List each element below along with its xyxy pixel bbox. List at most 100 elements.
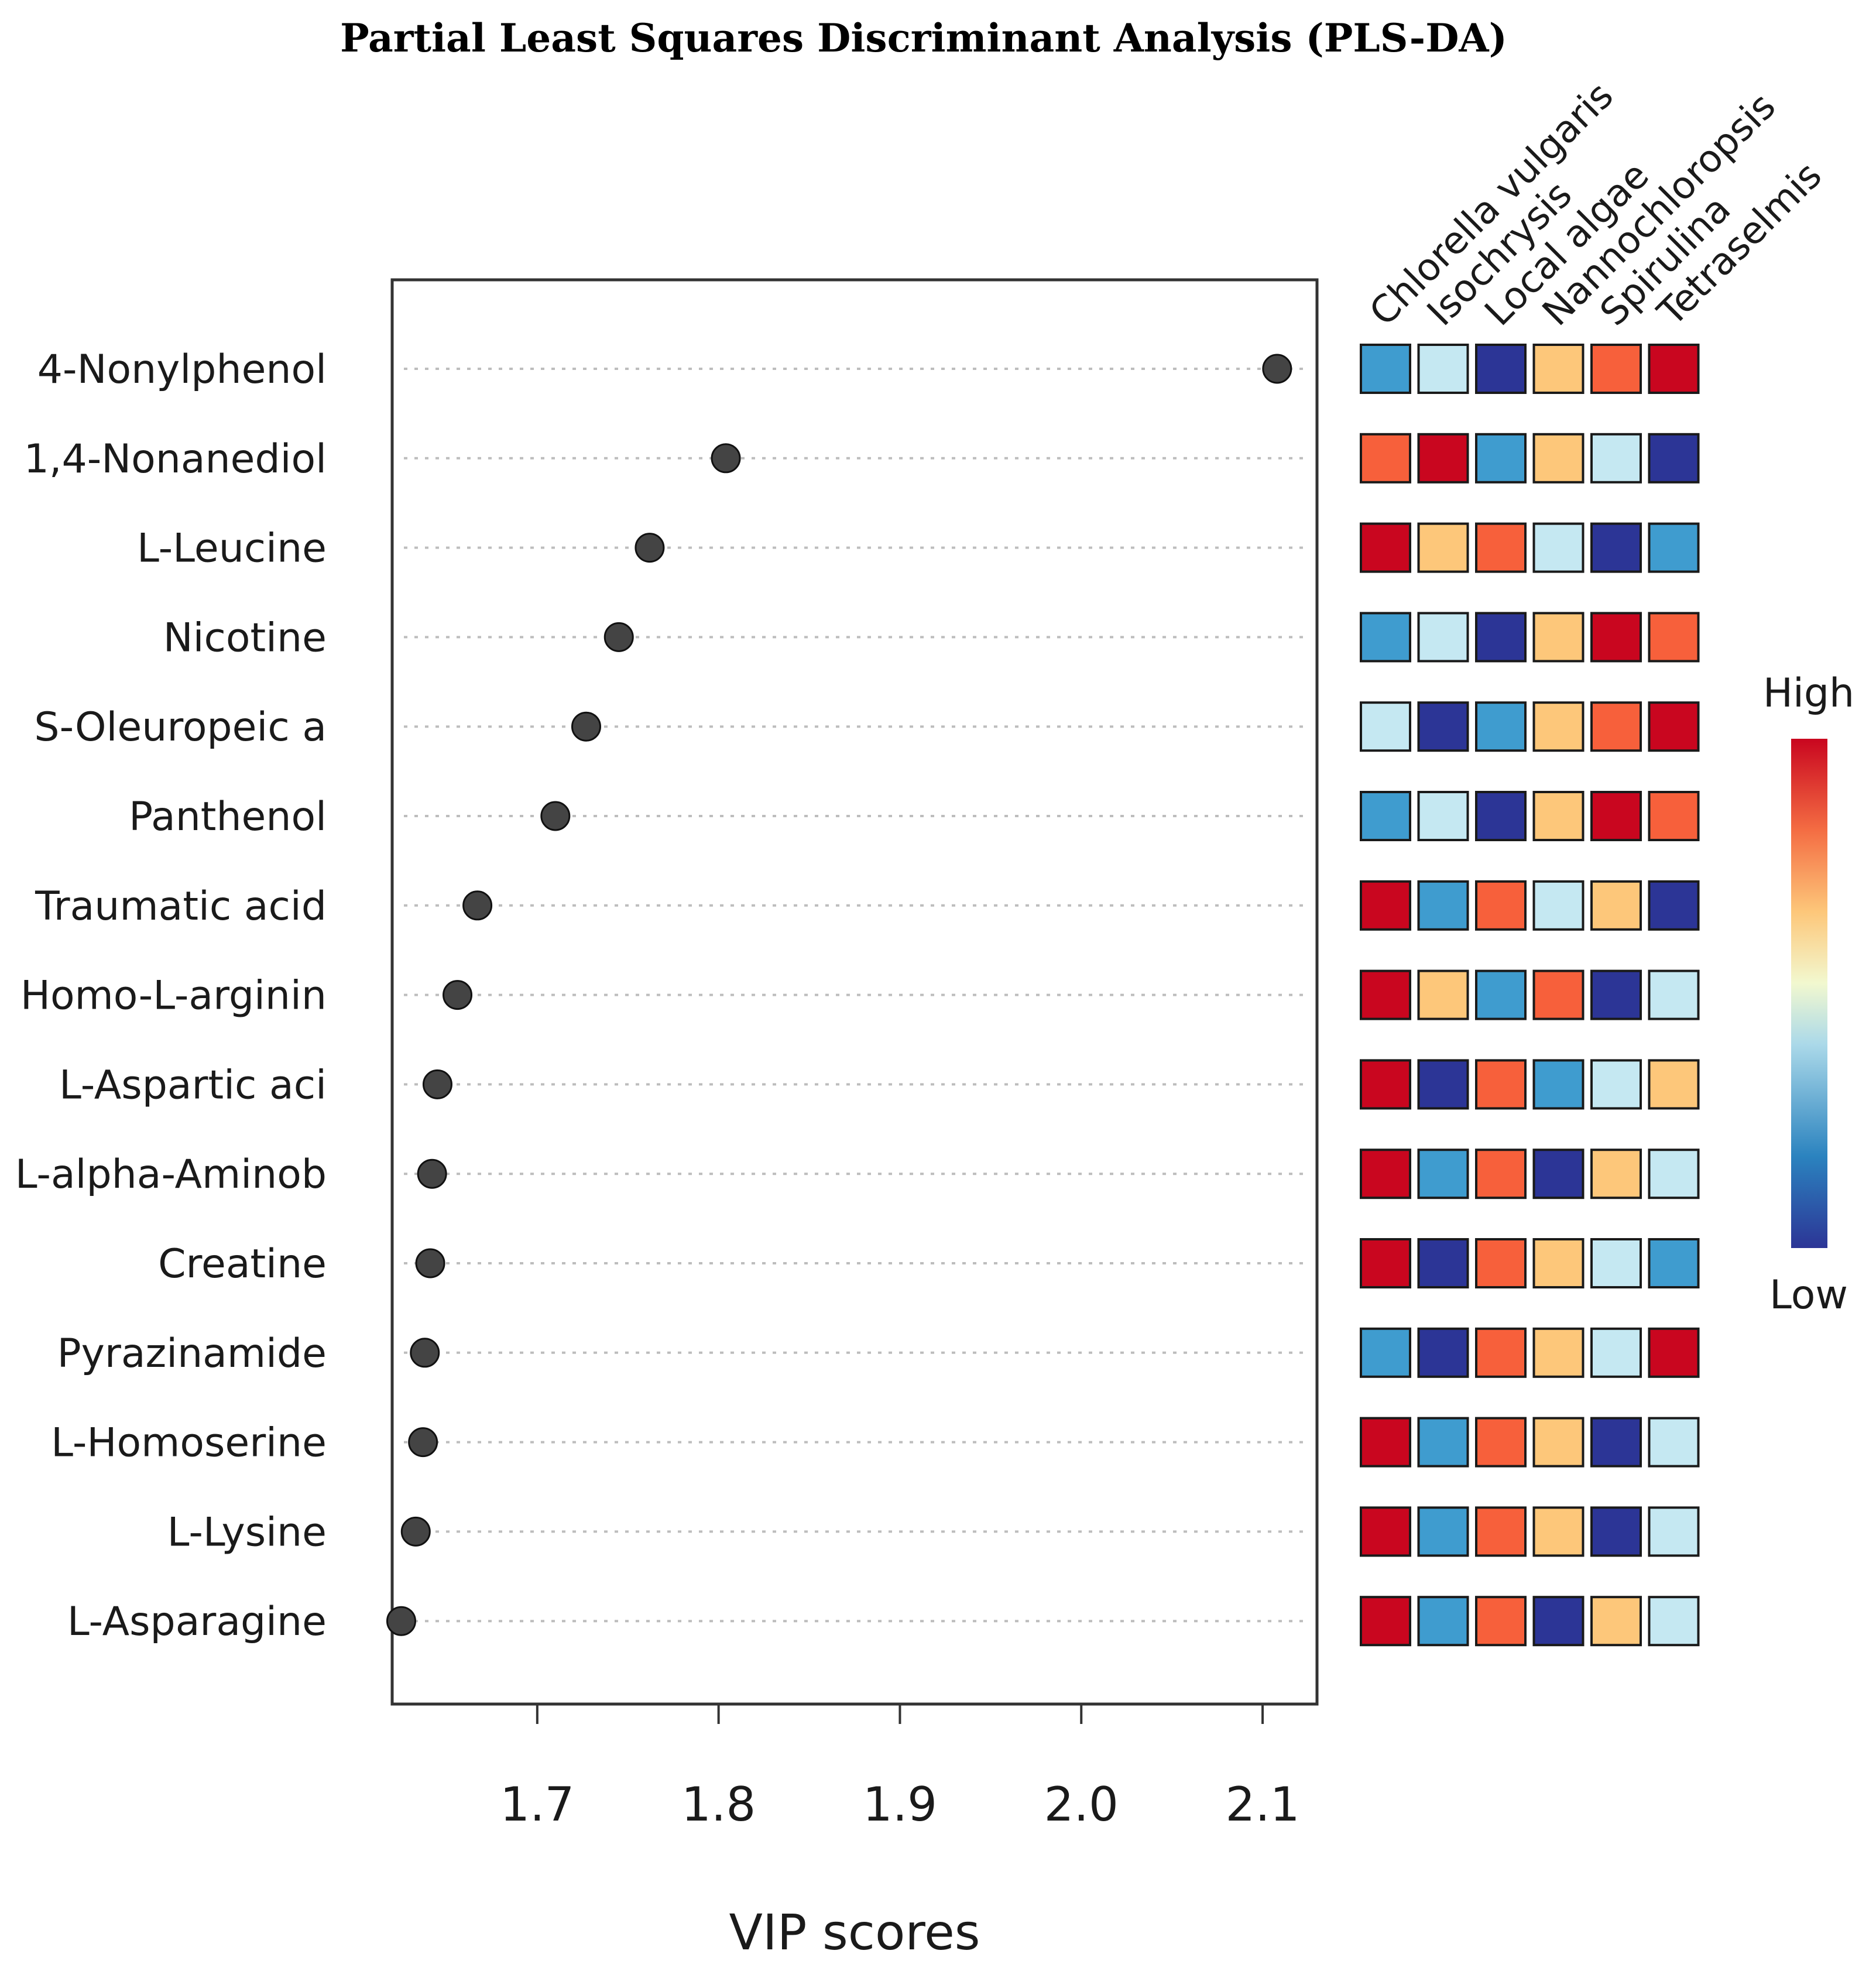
heatmap-cell xyxy=(1360,1506,1411,1557)
heatmap-cell xyxy=(1590,1238,1642,1288)
heatmap-cell xyxy=(1532,701,1585,752)
x-tick-label: 1.7 xyxy=(500,1777,574,1832)
heatmap-cell xyxy=(1590,969,1642,1020)
vip-point xyxy=(540,801,571,831)
vip-point xyxy=(410,1338,440,1368)
x-tick-label: 2.1 xyxy=(1225,1777,1299,1832)
vip-point xyxy=(1262,354,1292,384)
heatmap-cell xyxy=(1475,1596,1527,1647)
feature-label: Homo-L-arginin xyxy=(20,973,327,1019)
heatmap-cell xyxy=(1475,791,1527,841)
heatmap-cell xyxy=(1475,1149,1527,1199)
heatmap-cell xyxy=(1648,1238,1700,1288)
heatmap-cell xyxy=(1532,969,1585,1020)
heatmap-cell xyxy=(1648,701,1700,752)
vip-point xyxy=(422,1069,452,1099)
heatmap-cell xyxy=(1590,1059,1642,1110)
vip-point xyxy=(408,1427,438,1458)
vip-point xyxy=(417,1158,447,1189)
heatmap-cell xyxy=(1360,1238,1411,1288)
feature-label: L-alpha-Aminob xyxy=(15,1151,327,1198)
heatmap-cell xyxy=(1417,1149,1469,1199)
heatmap-cell xyxy=(1475,522,1527,573)
vip-point xyxy=(415,1248,445,1278)
heatmap-cell xyxy=(1475,612,1527,663)
heatmap-cell xyxy=(1417,1596,1469,1647)
x-tick-label: 1.9 xyxy=(863,1777,937,1832)
plot-frame xyxy=(390,278,1319,1706)
heatmap-cell xyxy=(1532,880,1585,931)
feature-labels: 4-Nonylphenol 1,4-Nonanediol L-Leucine Nico… xyxy=(15,347,327,1645)
heatmap-cell xyxy=(1360,1149,1411,1199)
heatmap-cell xyxy=(1532,1506,1585,1557)
vip-point xyxy=(386,1606,416,1636)
heatmap-cell xyxy=(1648,1059,1700,1110)
heatmap-cell xyxy=(1590,1417,1642,1468)
heatmap-cell xyxy=(1417,1506,1469,1557)
feature-label: S-Oleuropeic a xyxy=(34,704,327,750)
feature-label: Nicotine xyxy=(163,615,327,661)
heatmap-cell xyxy=(1475,880,1527,931)
vip-point xyxy=(462,890,493,921)
heatmap-cell xyxy=(1532,1059,1585,1110)
heatmap-cell xyxy=(1590,1506,1642,1557)
heatmap-cell xyxy=(1648,1327,1700,1378)
heatmap-cell xyxy=(1417,1327,1469,1378)
vip-point xyxy=(635,533,665,563)
feature-label: 4-Nonylphenol xyxy=(37,347,327,393)
heatmap-cell xyxy=(1475,433,1527,484)
heatmap-cell xyxy=(1475,1506,1527,1557)
heatmap-cell xyxy=(1532,522,1585,573)
color-legend: High Low xyxy=(1763,670,1854,1318)
heatmap-cell xyxy=(1590,433,1642,484)
heatmap-cell xyxy=(1475,701,1527,752)
heatmap-cell xyxy=(1417,522,1469,573)
feature-label: Traumatic acid xyxy=(35,883,327,930)
heatmap-cell xyxy=(1475,1059,1527,1110)
feature-label: Pyrazinamide xyxy=(57,1331,327,1377)
heatmap-cell xyxy=(1360,1327,1411,1378)
heatmap-cell xyxy=(1648,1596,1700,1647)
heatmap-cell xyxy=(1360,791,1411,841)
heatmap-cell xyxy=(1648,1417,1700,1468)
heatmap-cell xyxy=(1532,1596,1585,1647)
heatmap-cell xyxy=(1360,433,1411,484)
heatmap-cell xyxy=(1648,433,1700,484)
heatmap-cell xyxy=(1417,1059,1469,1110)
heatmap-cell xyxy=(1417,344,1469,394)
heatmap-cell xyxy=(1648,969,1700,1020)
feature-label: Creatine xyxy=(158,1241,327,1287)
heatmap-cell xyxy=(1475,969,1527,1020)
heatmap-cell xyxy=(1532,1417,1585,1468)
heatmap-cell xyxy=(1532,1149,1585,1199)
heatmap-cell xyxy=(1648,1149,1700,1199)
heatmap-cell xyxy=(1475,1417,1527,1468)
heatmap-cell xyxy=(1360,1417,1411,1468)
x-axis: 1.7 1.8 1.9 2.0 2.1 xyxy=(500,1704,1300,1832)
heatmap-cell xyxy=(1590,1327,1642,1378)
heatmap-cell xyxy=(1590,1596,1642,1647)
vip-point xyxy=(443,980,473,1010)
vip-point xyxy=(571,711,601,742)
x-tick-label: 1.8 xyxy=(681,1777,756,1832)
heatmap-cell xyxy=(1360,344,1411,394)
heatmap-cell xyxy=(1590,344,1642,394)
legend-high-label: High xyxy=(1763,670,1854,717)
heatmap-cell xyxy=(1475,1238,1527,1288)
heatmap-cell xyxy=(1360,612,1411,663)
heatmap-cell xyxy=(1648,1506,1700,1557)
feature-label: L-Asparagine xyxy=(67,1599,327,1645)
heatmap-cell xyxy=(1360,522,1411,573)
heatmap-cell xyxy=(1417,433,1469,484)
heatmap-cell xyxy=(1648,344,1700,394)
vip-point xyxy=(603,622,634,652)
legend-gradient-bar xyxy=(1791,739,1827,1248)
heatmap-cell xyxy=(1417,1417,1469,1468)
chart-title: Partial Least Squares Discriminant Analy… xyxy=(340,15,1507,61)
heatmap-cell xyxy=(1417,969,1469,1020)
heatmap-cell xyxy=(1417,1238,1469,1288)
heatmap-cell xyxy=(1532,612,1585,663)
heatmap-cell xyxy=(1532,344,1585,394)
